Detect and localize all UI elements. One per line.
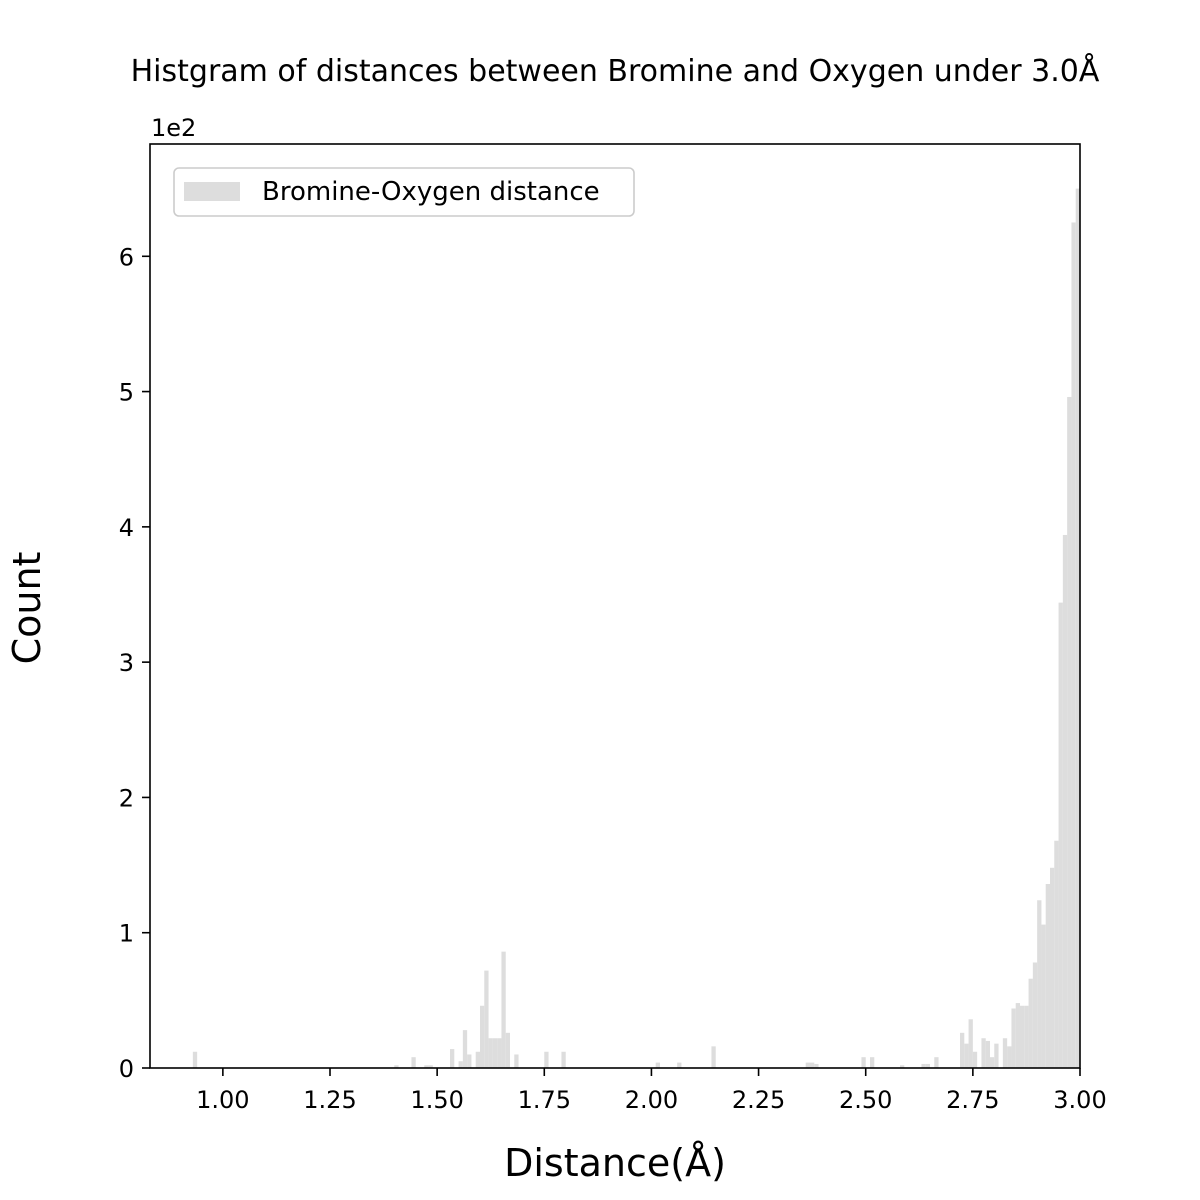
histogram-bar xyxy=(424,1065,429,1068)
histogram-bar xyxy=(934,1057,939,1068)
histogram-bar xyxy=(1045,884,1050,1068)
y-tick-label: 2 xyxy=(119,784,134,812)
legend-box xyxy=(173,167,635,217)
legend: Bromine-Oxygen distance xyxy=(173,167,635,217)
histogram-bar xyxy=(1032,962,1038,1068)
histogram-bar xyxy=(411,1057,416,1068)
histogram-bar xyxy=(677,1062,682,1068)
histogram-bar xyxy=(810,1062,815,1068)
histogram-bar xyxy=(1041,924,1046,1068)
y-tick-label: 0 xyxy=(119,1055,134,1083)
y-tick-label: 6 xyxy=(119,243,134,271)
histogram-bar xyxy=(1058,602,1063,1068)
histogram-bar xyxy=(501,951,506,1068)
x-tick-label: 1.00 xyxy=(196,1086,249,1114)
histogram-bar xyxy=(655,1062,660,1068)
histogram-bar xyxy=(861,1057,866,1068)
histogram-bar xyxy=(475,1051,480,1068)
histogram-bar xyxy=(492,1038,498,1068)
histogram-bar xyxy=(1054,840,1059,1068)
histogram-bar xyxy=(484,970,489,1068)
x-tick-label: 1.75 xyxy=(518,1086,571,1114)
x-axis-ticks: 1.00 1.25 1.50 1.75 2.00 2.25 2.50 2.75 3.00 xyxy=(196,1068,1107,1114)
histogram-bar xyxy=(480,1005,485,1068)
x-tick-label: 2.00 xyxy=(625,1086,678,1114)
y-tick-label: 1 xyxy=(119,920,134,948)
y-tick-label: 5 xyxy=(119,379,134,407)
y-tick-label: 4 xyxy=(119,514,134,542)
histogram-bar xyxy=(711,1046,716,1068)
histogram-bars xyxy=(192,188,1080,1069)
histogram-bar xyxy=(458,1061,463,1068)
histogram-bar xyxy=(972,1051,978,1068)
histogram-bar xyxy=(1028,978,1033,1068)
x-tick-label: 2.75 xyxy=(946,1086,999,1114)
legend-swatch xyxy=(184,182,240,201)
histogram-bar xyxy=(514,1054,519,1068)
x-tick-label: 1.25 xyxy=(303,1086,356,1114)
y-tick-label: 3 xyxy=(119,649,134,677)
chart-title: Histgram of distances between Bromine an… xyxy=(131,53,1100,89)
y-offset-text: 1e2 xyxy=(151,114,196,142)
histogram-bar xyxy=(192,1051,198,1068)
x-tick-label: 1.50 xyxy=(410,1086,463,1114)
y-axis-ticks: 0 1 2 3 4 5 6 xyxy=(119,243,150,1083)
histogram-bar xyxy=(1002,1038,1008,1068)
histogram-bar xyxy=(1071,222,1076,1069)
histogram-bar xyxy=(1024,1005,1029,1068)
histogram-bar xyxy=(994,1043,999,1068)
histogram-bar xyxy=(1062,534,1068,1068)
histogram-bar xyxy=(921,1063,926,1068)
histogram-bar xyxy=(1011,1008,1016,1068)
histogram-bar xyxy=(467,1054,472,1068)
histogram-bar xyxy=(990,1057,995,1068)
histogram-bar xyxy=(561,1051,566,1068)
x-tick-label: 3.00 xyxy=(1053,1086,1106,1114)
histogram-bar xyxy=(870,1057,875,1068)
histogram-bar xyxy=(968,1019,973,1068)
histogram-bar xyxy=(981,1038,986,1068)
x-tick-label: 2.50 xyxy=(839,1086,892,1114)
histogram-bar xyxy=(985,1040,990,1068)
x-axis-title: Distance(Å) xyxy=(504,1141,726,1185)
histogram-bar xyxy=(964,1043,969,1068)
histogram-bar xyxy=(544,1051,549,1068)
histogram-bar xyxy=(1037,900,1042,1068)
histogram-bar xyxy=(1075,188,1080,1068)
histogram-bar xyxy=(1020,1005,1025,1068)
histogram-bar xyxy=(814,1063,819,1068)
histogram-bar xyxy=(960,1032,965,1068)
plot-frame xyxy=(149,143,1081,1069)
histogram-bar xyxy=(1067,396,1072,1068)
histogram-bar xyxy=(497,1038,502,1068)
x-tick-label: 2.25 xyxy=(732,1086,785,1114)
histogram-bar xyxy=(462,1030,468,1068)
histogram-bar xyxy=(1015,1003,1020,1068)
histogram-bar xyxy=(805,1062,810,1068)
histogram-bar xyxy=(450,1049,455,1068)
histogram-bar xyxy=(505,1032,510,1068)
histogram-bar xyxy=(394,1065,399,1068)
legend-label: Bromine-Oxygen distance xyxy=(262,177,600,207)
histogram-bar xyxy=(900,1065,905,1068)
y-axis-title: Count xyxy=(5,552,49,665)
histogram-bar xyxy=(925,1063,930,1068)
histogram-bar xyxy=(1007,1046,1012,1068)
histogram-bar xyxy=(428,1065,433,1068)
histogram-bar xyxy=(1050,867,1055,1068)
histogram-bar xyxy=(488,1038,493,1068)
